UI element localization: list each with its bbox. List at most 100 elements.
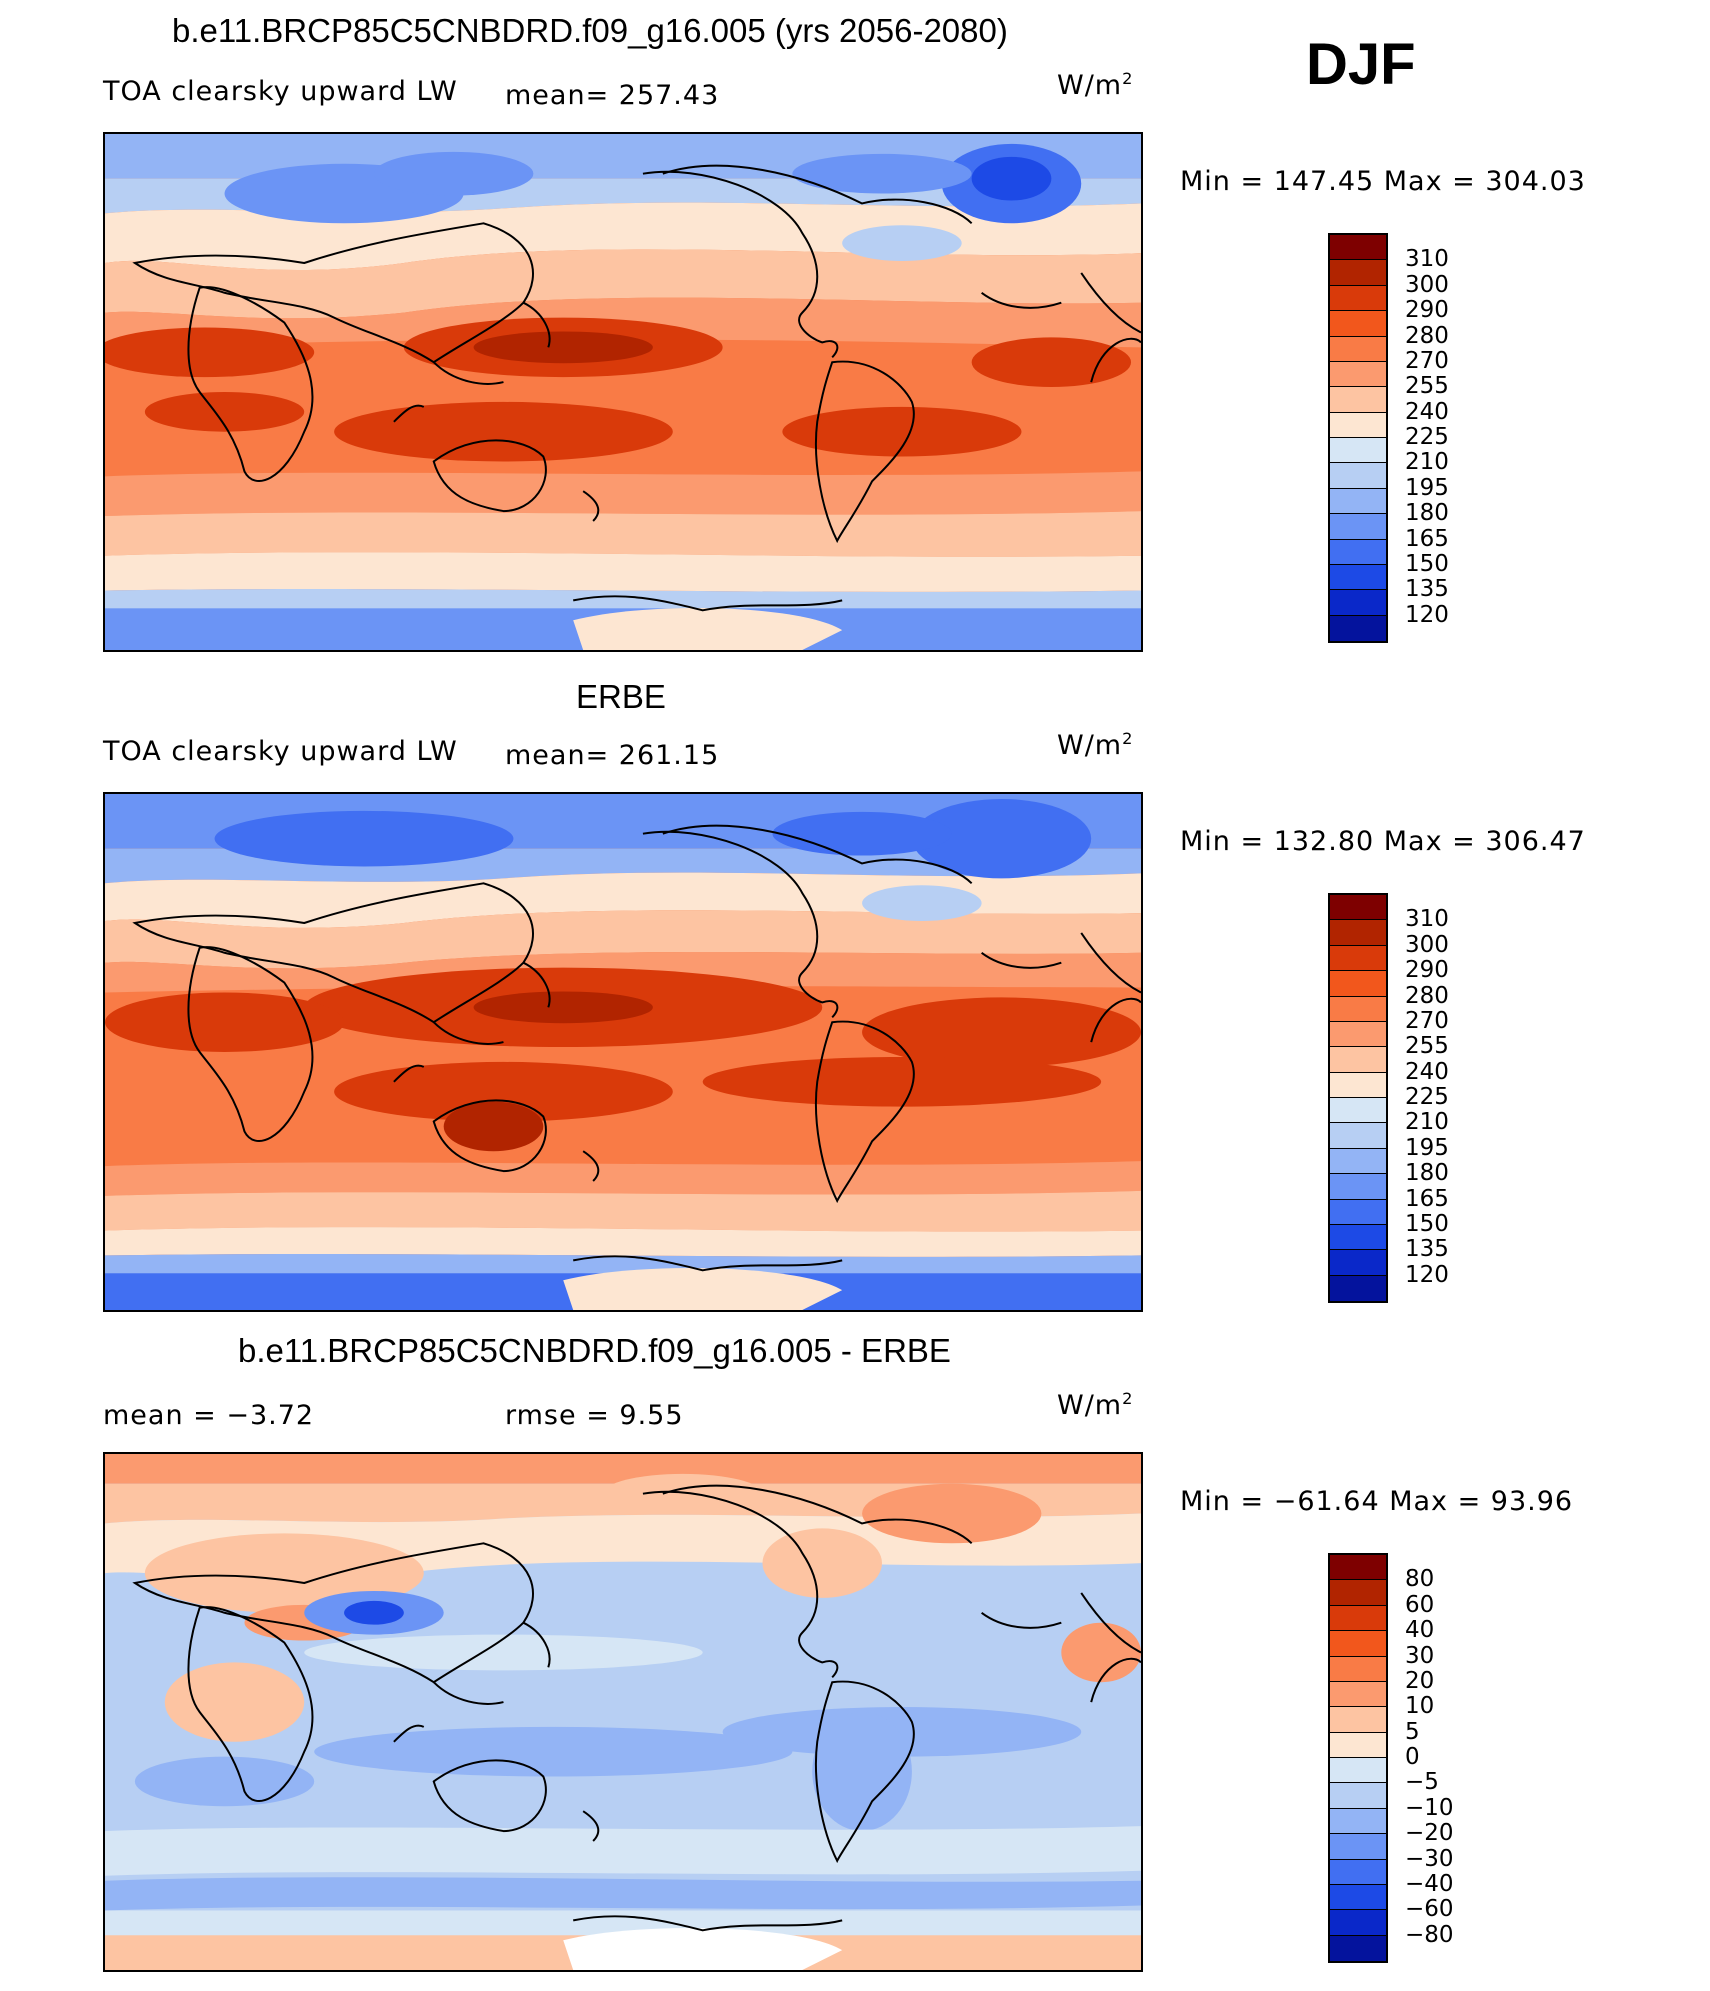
colorbar-tick-label: 40: [1405, 1617, 1435, 1644]
colorbar-swatch: [1330, 1631, 1386, 1657]
colorbar-tick-label: 300: [1405, 271, 1449, 298]
panel3-map: [103, 1452, 1143, 1972]
colorbar-swatch: [1330, 514, 1386, 540]
colorbar-tick-label: 20: [1405, 1667, 1435, 1694]
colorbar-tick-label: 165: [1405, 1185, 1449, 1212]
colorbar-tick-label: 180: [1405, 500, 1449, 527]
panel1-colorbar: [1328, 233, 1388, 643]
colorbar-tick-label: 255: [1405, 373, 1449, 400]
colorbar-swatch: [1330, 387, 1386, 413]
colorbar-swatch: [1330, 920, 1386, 946]
colorbar-tick-label: 225: [1405, 424, 1449, 450]
colorbar-swatch: [1330, 1224, 1386, 1251]
colorbar-swatch: [1330, 311, 1386, 337]
panel2-mean: mean= 261.15: [505, 740, 720, 771]
colorbar-tick-label: −60: [1405, 1896, 1454, 1923]
panel3-rmse: rmse = 9.55: [505, 1400, 684, 1431]
colorbar-swatch: [1330, 1884, 1386, 1911]
colorbar-tick-label: 290: [1405, 957, 1449, 984]
colorbar-tick-label: −80: [1405, 1921, 1454, 1948]
colorbar-tick-label: 310: [1405, 246, 1449, 273]
colorbar-tick-label: 60: [1405, 1591, 1435, 1618]
colorbar-tick-label: 280: [1405, 982, 1449, 1009]
colorbar-swatch: [1330, 1047, 1386, 1073]
colorbar-tick-label: 120: [1405, 601, 1449, 628]
colorbar-swatch: [1330, 235, 1386, 261]
colorbar-swatch: [1330, 1859, 1386, 1885]
colorbar-tick-label: 80: [1405, 1566, 1435, 1593]
colorbar-tick-label: 165: [1405, 525, 1449, 552]
colorbar-tick-label: 0: [1405, 1744, 1420, 1770]
colorbar-tick-label: 255: [1405, 1033, 1449, 1060]
colorbar-tick-label: −20: [1405, 1820, 1454, 1847]
colorbar-swatch: [1330, 590, 1386, 616]
colorbar-swatch: [1330, 1758, 1386, 1784]
panel3-units: W/m2: [1057, 1389, 1134, 1421]
colorbar-swatch: [1330, 1148, 1386, 1175]
colorbar-tick-label: 150: [1405, 1210, 1449, 1237]
colorbar-swatch: [1330, 1072, 1386, 1098]
panel1-units: W/m2: [1057, 69, 1134, 101]
colorbar-swatch: [1330, 1605, 1386, 1632]
colorbar-swatch: [1330, 1580, 1386, 1606]
panel1-title: b.e11.BRCP85C5CNBDRD.f09_g16.005 (yrs 20…: [172, 12, 1008, 49]
colorbar-swatch: [1330, 260, 1386, 286]
colorbar-swatch: [1330, 539, 1386, 565]
colorbar-tick-label: 135: [1405, 576, 1449, 603]
panel1-mean: mean= 257.43: [505, 80, 720, 111]
colorbar-swatch: [1330, 1707, 1386, 1733]
panel3-minmax: Min = −61.64 Max = 93.96: [1180, 1486, 1574, 1517]
colorbar-swatch: [1330, 945, 1386, 972]
colorbar-tick-label: 210: [1405, 449, 1449, 476]
colorbar-tick-label: 225: [1405, 1084, 1449, 1110]
colorbar-swatch: [1330, 1250, 1386, 1276]
colorbar-swatch: [1330, 615, 1386, 641]
colorbar-swatch: [1330, 1199, 1386, 1225]
colorbar-swatch: [1330, 1910, 1386, 1936]
colorbar-swatch: [1330, 412, 1386, 438]
season-label: DJF: [1306, 32, 1416, 97]
panel1-variable: TOA clearsky upward LW: [103, 76, 458, 107]
colorbar-tick-label: 30: [1405, 1642, 1435, 1669]
colorbar-swatch: [1330, 488, 1386, 515]
colorbar-swatch: [1330, 1098, 1386, 1124]
panel3-title: b.e11.BRCP85C5CNBDRD.f09_g16.005 - ERBE: [238, 1332, 951, 1369]
colorbar-swatch: [1330, 1123, 1386, 1149]
colorbar-swatch: [1330, 1732, 1386, 1758]
colorbar-swatch: [1330, 336, 1386, 362]
colorbar-tick-label: 195: [1405, 474, 1449, 501]
colorbar-swatch: [1330, 1834, 1386, 1860]
panel2-colorbar: [1328, 893, 1388, 1303]
colorbar-swatch: [1330, 895, 1386, 921]
colorbar-swatch: [1330, 996, 1386, 1022]
colorbar-tick-label: −40: [1405, 1870, 1454, 1897]
colorbar-tick-label: 180: [1405, 1160, 1449, 1187]
colorbar-swatch: [1330, 1681, 1386, 1708]
panel3-colorbar: [1328, 1553, 1388, 1963]
colorbar-swatch: [1330, 1656, 1386, 1682]
colorbar-swatch: [1330, 463, 1386, 489]
colorbar-swatch: [1330, 1021, 1386, 1048]
colorbar-swatch: [1330, 1808, 1386, 1835]
panel1-minmax: Min = 147.45 Max = 304.03: [1180, 166, 1586, 197]
colorbar-swatch: [1330, 1935, 1386, 1961]
colorbar-swatch: [1330, 1275, 1386, 1301]
colorbar-swatch: [1330, 1174, 1386, 1200]
colorbar-tick-label: 300: [1405, 931, 1449, 958]
colorbar-tick-label: 270: [1405, 347, 1449, 374]
colorbar-tick-label: 240: [1405, 1058, 1449, 1085]
colorbar-swatch: [1330, 1555, 1386, 1581]
colorbar-swatch: [1330, 285, 1386, 312]
colorbar-tick-label: −10: [1405, 1794, 1454, 1821]
panel2-units: W/m2: [1057, 729, 1134, 761]
colorbar-tick-label: 195: [1405, 1134, 1449, 1161]
colorbar-swatch: [1330, 1783, 1386, 1809]
colorbar-swatch: [1330, 361, 1386, 388]
panel3-mean: mean = −3.72: [103, 1400, 315, 1431]
colorbar-tick-label: 210: [1405, 1109, 1449, 1136]
colorbar-tick-label: 280: [1405, 322, 1449, 349]
colorbar-tick-label: 150: [1405, 550, 1449, 577]
colorbar-tick-label: 310: [1405, 906, 1449, 933]
panel2-title: ERBE: [576, 678, 666, 715]
